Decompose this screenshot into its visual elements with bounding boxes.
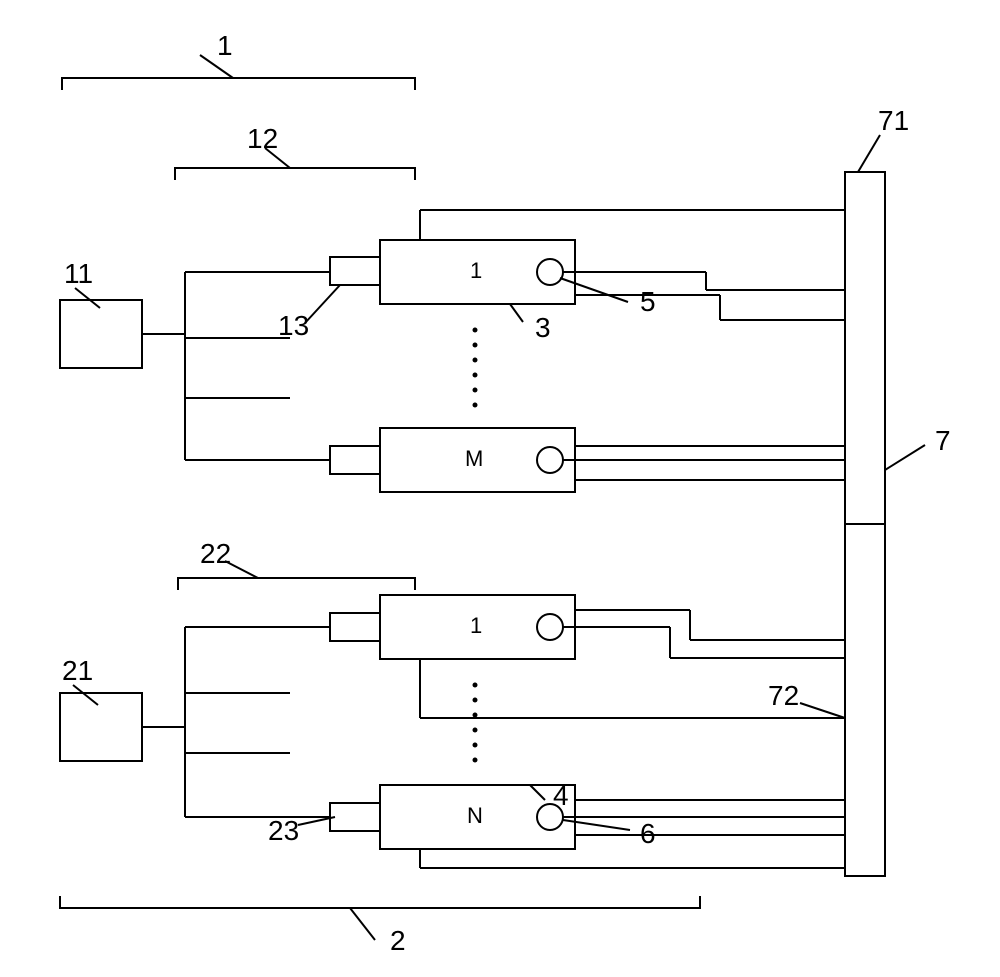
callout-7: 7 bbox=[935, 425, 951, 457]
connector-13-1 bbox=[330, 257, 380, 285]
circle-5-1 bbox=[537, 259, 563, 285]
leader-13 bbox=[305, 285, 340, 323]
bracket-22 bbox=[178, 578, 415, 590]
leader-11 bbox=[75, 288, 100, 308]
leader-6 bbox=[563, 820, 630, 830]
leader-71 bbox=[858, 135, 880, 172]
module-text-uM: M bbox=[465, 446, 483, 472]
box-21 bbox=[60, 693, 142, 761]
connector-23-N bbox=[330, 803, 380, 831]
box-72 bbox=[845, 524, 885, 876]
leader-2 bbox=[350, 908, 375, 940]
module-text-lN: N bbox=[467, 803, 483, 829]
leader-3 bbox=[510, 304, 523, 322]
callout-11: 11 bbox=[64, 258, 93, 290]
bracket-2 bbox=[60, 896, 700, 908]
callout-23: 23 bbox=[268, 815, 299, 847]
callout-3: 3 bbox=[535, 312, 551, 344]
connector-13-M bbox=[330, 446, 380, 474]
leader-4 bbox=[530, 785, 545, 800]
connector-23-1 bbox=[330, 613, 380, 641]
callout-72: 72 bbox=[768, 680, 799, 712]
schematic-diagram bbox=[0, 0, 1000, 977]
module-text-u1: 1 bbox=[470, 258, 482, 284]
dots-lower bbox=[473, 683, 478, 763]
callout-2: 2 bbox=[390, 925, 406, 957]
leader-7 bbox=[885, 445, 925, 470]
bracket-12 bbox=[175, 168, 415, 180]
box-71 bbox=[845, 172, 885, 524]
bracket-1 bbox=[62, 78, 415, 90]
leader-5 bbox=[560, 278, 628, 302]
callout-4: 4 bbox=[553, 780, 569, 812]
callout-5: 5 bbox=[640, 286, 656, 318]
circle-6-1 bbox=[537, 614, 563, 640]
leader-21 bbox=[73, 685, 98, 705]
leader-72 bbox=[800, 703, 845, 718]
circle-5-M bbox=[537, 447, 563, 473]
callout-22: 22 bbox=[200, 538, 231, 570]
callout-71: 71 bbox=[878, 105, 909, 137]
dots-upper bbox=[473, 328, 478, 408]
box-11 bbox=[60, 300, 142, 368]
callout-21: 21 bbox=[62, 655, 93, 687]
callout-1: 1 bbox=[217, 30, 233, 62]
callout-6: 6 bbox=[640, 818, 656, 850]
callout-13: 13 bbox=[278, 310, 309, 342]
callout-12: 12 bbox=[247, 123, 278, 155]
module-text-l1: 1 bbox=[470, 613, 482, 639]
